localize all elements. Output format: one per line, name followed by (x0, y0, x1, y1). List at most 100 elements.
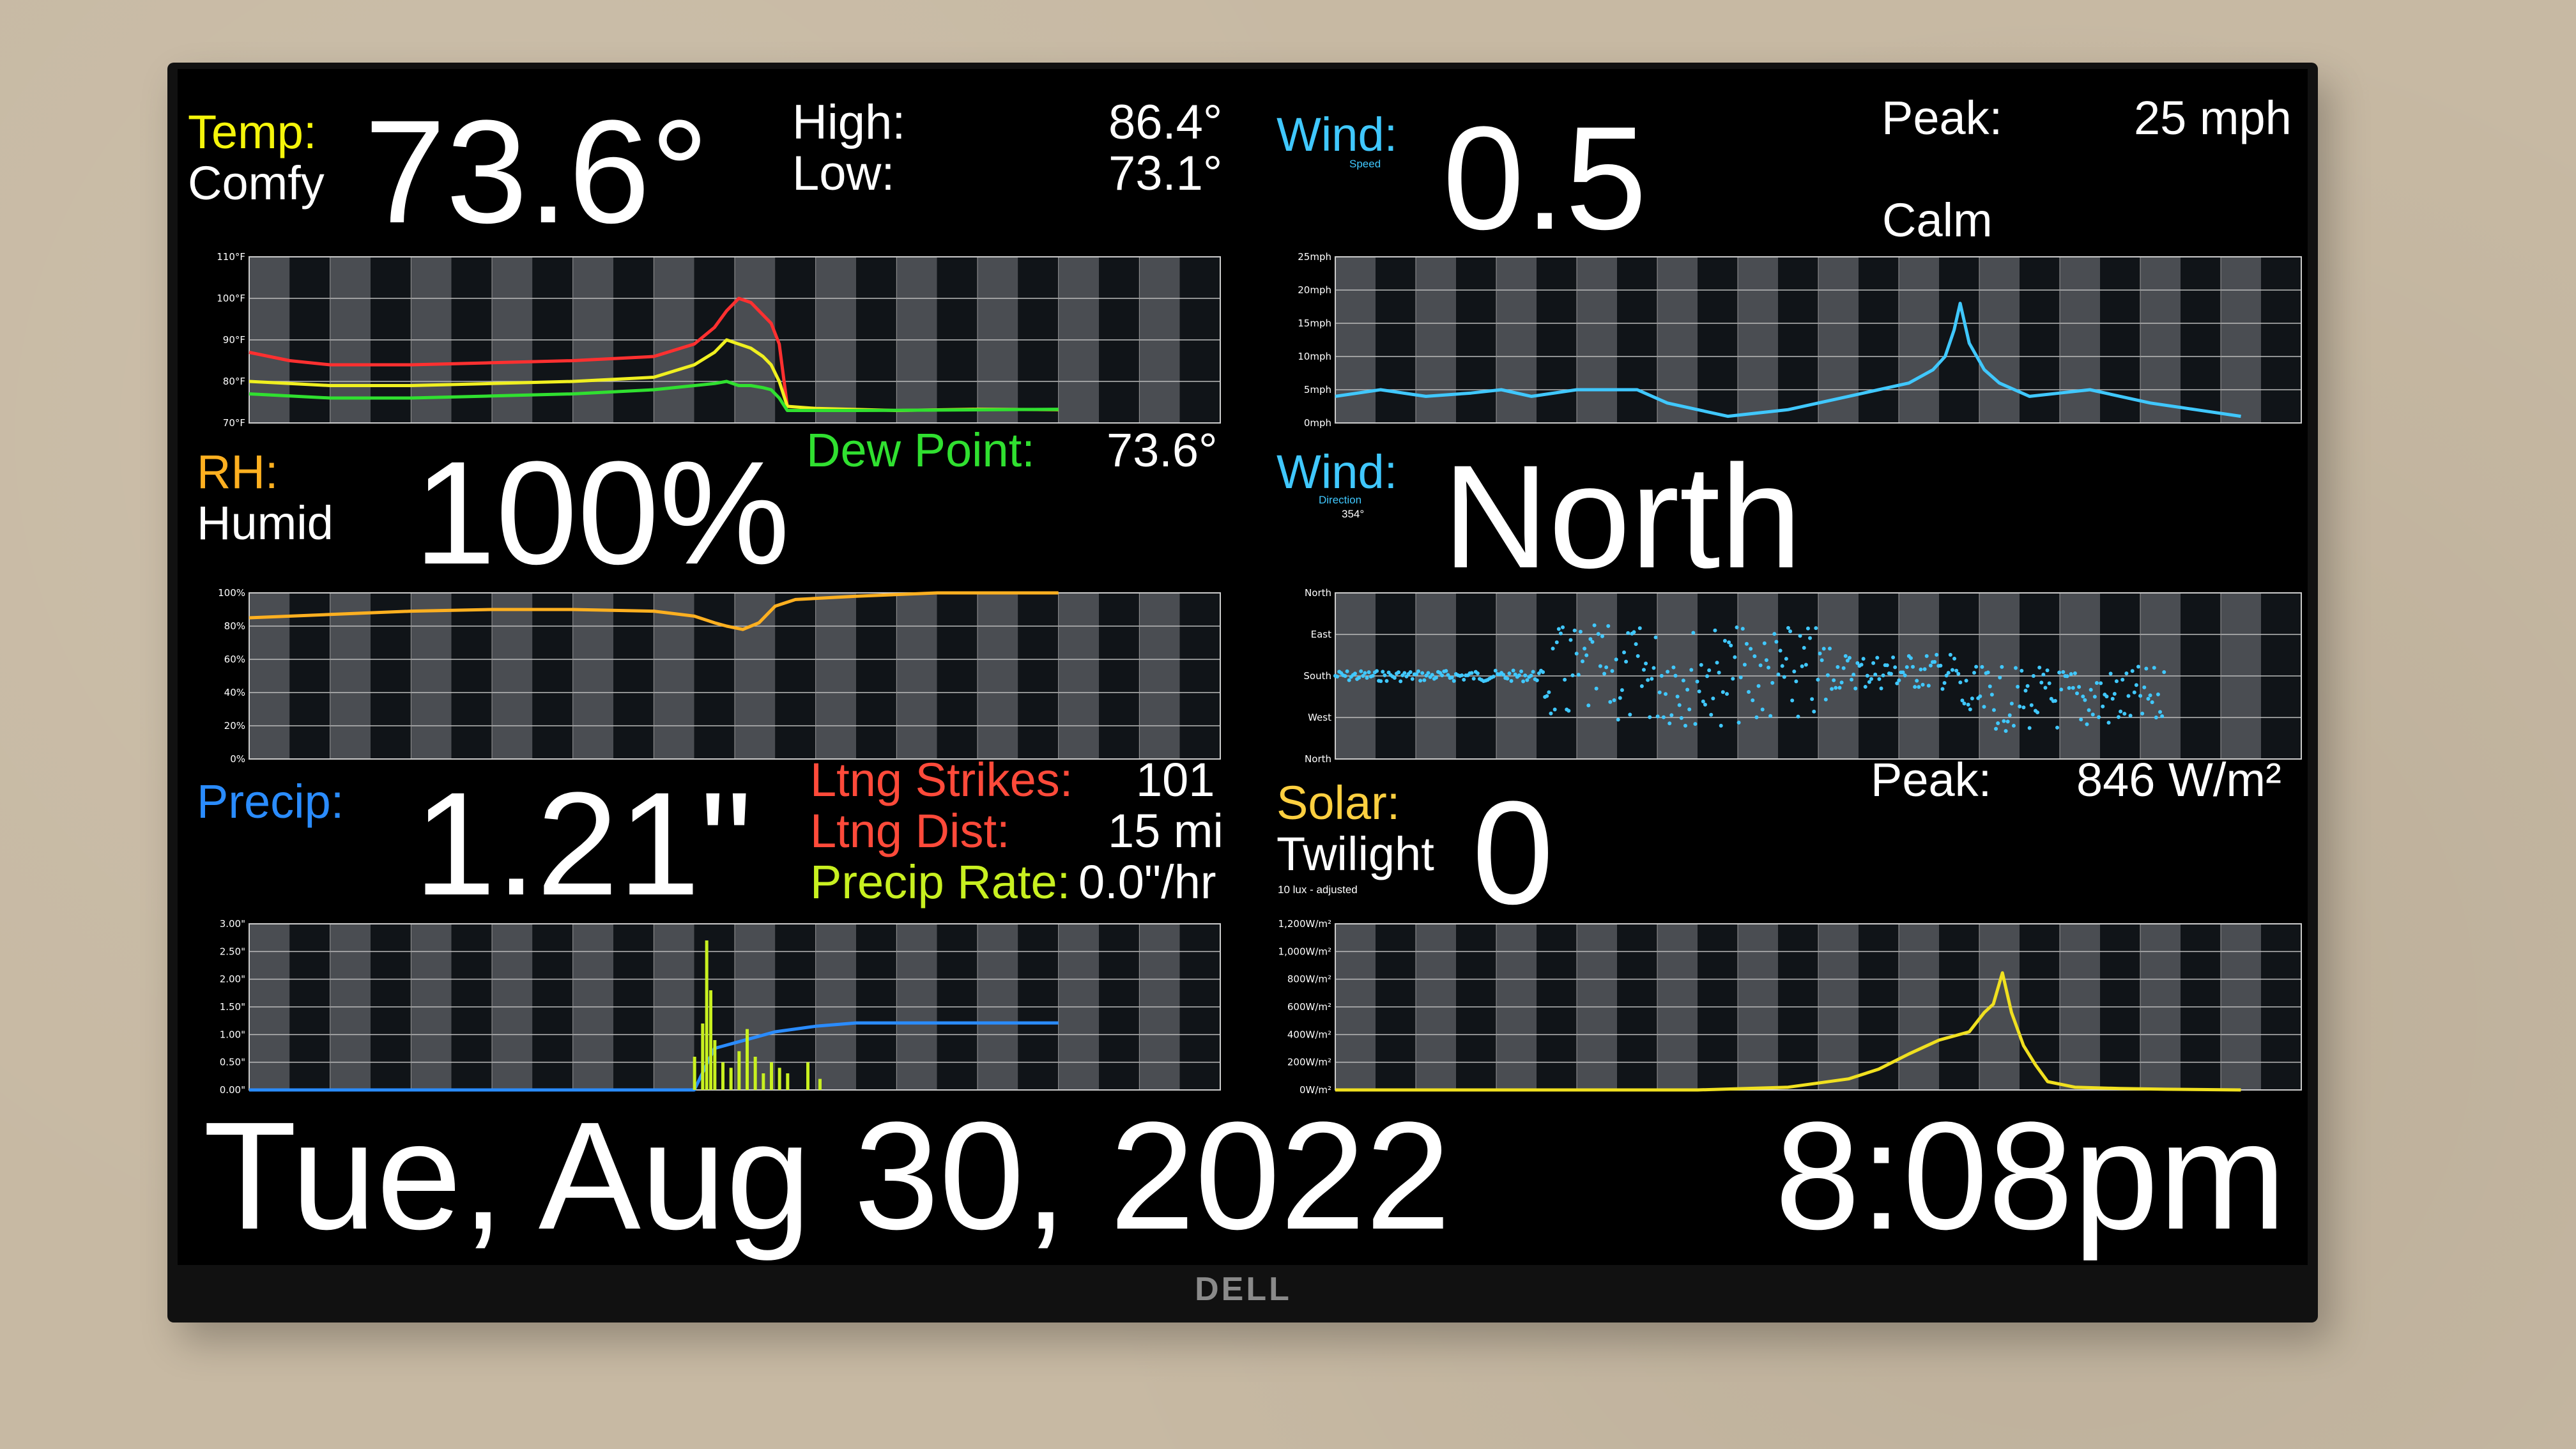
wind-direction-point (1343, 674, 1347, 678)
wind-direction-point (2101, 704, 2105, 709)
wind-direction-point (1897, 678, 1901, 682)
wind-direction-point (2065, 674, 2069, 678)
chart-background-stripe (2060, 257, 2100, 423)
wind-direction-degrees: 354° (1342, 508, 1365, 520)
wind-direction-point (1837, 686, 1842, 690)
wind-direction-point (1873, 672, 1878, 677)
wind-direction-point (1948, 652, 1952, 657)
series-line (1335, 971, 2241, 1092)
wind-direction-point (1511, 668, 1515, 673)
wind-direction-point (1671, 665, 1676, 670)
wind-direction-point (1747, 690, 1751, 694)
chart-background-stripe (330, 593, 371, 759)
wind-direction-point (2083, 698, 2087, 702)
wind-direction-point (1736, 721, 1741, 725)
wind-direction-point (1422, 678, 1427, 682)
wind-direction-point (1452, 678, 1456, 683)
wind-direction-point (1578, 629, 1583, 634)
wind-direction-point (1383, 673, 1387, 678)
chart-background-stripe (735, 593, 776, 759)
precip-label: Precip: (197, 775, 344, 828)
wind-direction-point (1818, 651, 1822, 656)
wind-direction-point (1379, 679, 1383, 684)
series-line (249, 338, 1059, 412)
wind-direction-point (1940, 687, 1945, 691)
wind-direction-point (1982, 705, 1986, 709)
wind-direction-point (1414, 672, 1418, 677)
wind-direction-point (1784, 657, 1788, 661)
wind-direction-point (2002, 719, 2006, 723)
wind-direction-point (1823, 697, 1828, 702)
wind-direction-point (1758, 663, 1763, 668)
wind-direction-point (1424, 673, 1429, 678)
wind-direction-point (1754, 715, 1759, 719)
chart-background-stripe (1456, 257, 1496, 423)
y-tick-label: 1.50" (220, 1001, 245, 1013)
rain-bar (762, 1073, 765, 1090)
wind-direction-point (2059, 687, 2064, 692)
wind-direction-point (1991, 708, 1996, 712)
wind-direction-point (2152, 666, 2156, 670)
rh-value: 100% (414, 431, 790, 595)
chart-background-stripe (1738, 257, 1778, 423)
dell-logo: DELL (1195, 1271, 1292, 1308)
chart-background-stripe (1335, 257, 1376, 423)
wind-direction-point (1805, 626, 1810, 631)
series-line (249, 379, 1059, 412)
wind-direction-point (1551, 647, 1555, 651)
wind-direction-point (1867, 680, 1871, 684)
y-tick-label: 1,200W/m² (1278, 919, 1331, 930)
rain-bar (701, 1023, 705, 1090)
wind-direction-point (1681, 678, 1685, 683)
wind-direction-point (1994, 726, 1998, 731)
wind-direction-point (1446, 673, 1450, 677)
chart-background-stripe (2221, 257, 2261, 423)
wind-direction-point (1956, 671, 1961, 676)
wind-direction-point (1505, 677, 1510, 681)
solar-peak-label: Peak: (1871, 753, 1992, 806)
wind-direction-point (1529, 673, 1533, 678)
wind-direction-point (1367, 670, 1371, 675)
rain-bar (770, 1062, 773, 1090)
wind-direction-point (1384, 678, 1389, 683)
wind-direction-point (1834, 686, 1838, 690)
wind-direction-point (1547, 690, 1551, 694)
wind-direction-point (1952, 656, 1957, 661)
y-tick-label: 70°F (223, 417, 245, 428)
y-tick-label: 3.00" (220, 919, 245, 930)
wind-direction-point (1600, 634, 1604, 638)
wind-direction-point (1861, 657, 1866, 661)
wind-direction-point (2144, 666, 2149, 671)
wind-direction-point (1721, 690, 1725, 694)
wind-direction-point (1798, 634, 1802, 638)
wind-direction-point (1877, 677, 1882, 681)
wind-direction-point (1572, 628, 1577, 632)
temp-label: Temp: (188, 105, 317, 158)
wind-direction-point (1756, 684, 1761, 688)
chart-background-stripe (1416, 257, 1456, 423)
chart-background-stripe (815, 593, 856, 759)
high-value: 86.4° (1108, 95, 1223, 150)
wind-direction-point (1588, 637, 1593, 641)
wind-direction-point (1657, 690, 1662, 694)
wind-direction-point (1980, 664, 1984, 669)
wind-direction-point (1622, 650, 1627, 655)
wind-direction-point (1889, 671, 1893, 676)
wind-direction-point (2005, 719, 2010, 724)
wind-direction-point (2089, 687, 2093, 692)
wind-direction-point (1610, 669, 1614, 673)
wind-direction-point (1812, 709, 1816, 714)
wind-direction-point (1814, 626, 1818, 631)
wind-direction-point (2023, 689, 2028, 693)
y-tick-label: 800W/m² (1287, 974, 1331, 985)
wind-direction-point (1375, 669, 1379, 673)
wind-direction-point (1701, 699, 1705, 703)
wind-direction-point (1357, 675, 1361, 680)
wind-direction-point (1713, 628, 1717, 632)
chart-background-stripe (1496, 257, 1537, 423)
humidity-chart: 100% 80% 60% 40% 20% 0% (188, 588, 1223, 764)
chart-background-stripe (2261, 257, 2301, 423)
wind-direction-point (1772, 632, 1777, 636)
wind-direction-point (2099, 681, 2103, 686)
wind-direction-point (1691, 631, 1696, 635)
